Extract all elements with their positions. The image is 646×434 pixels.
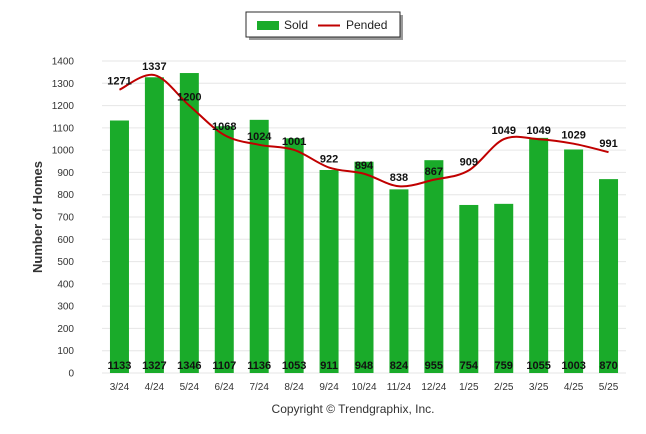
pended-value-label: 838 <box>390 172 408 184</box>
y-tick-label: 900 <box>57 168 74 179</box>
sold-bar <box>214 126 234 373</box>
sold-bar <box>144 77 164 374</box>
legend-sold-label: Sold <box>284 18 308 32</box>
x-tick-label: 8/24 <box>284 382 304 393</box>
x-tick-label: 10/24 <box>351 382 376 393</box>
sold-bar <box>109 120 129 373</box>
x-tick-label: 4/24 <box>145 382 165 393</box>
data-labels: 1133 1327 1346 1107 1136 1053 911 948 824 955 754 7… <box>107 61 617 372</box>
sold-bar <box>564 149 584 373</box>
sold-value-label: 754 <box>460 360 479 372</box>
sold-bar <box>424 160 444 373</box>
sold-bar <box>494 203 514 373</box>
x-tick-label: 3/24 <box>110 382 130 393</box>
axis-ticks: 0 100 200 300 400 500 600 700 800 900 1000 1100 1200… <box>52 57 619 394</box>
sold-value-label: 870 <box>599 360 617 372</box>
sold-bar <box>389 189 409 373</box>
pended-value-label: 1049 <box>491 125 515 137</box>
x-tick-label: 9/24 <box>319 382 339 393</box>
x-tick-label: 5/25 <box>599 382 619 393</box>
y-tick-label: 1100 <box>52 123 74 134</box>
pended-value-label: 991 <box>599 138 617 150</box>
x-tick-label: 2/25 <box>494 382 514 393</box>
pended-line <box>119 73 609 188</box>
y-tick-label: 1000 <box>52 146 75 157</box>
pended-line-series <box>119 73 609 188</box>
sold-value-label: 1055 <box>526 360 550 372</box>
sold-bar <box>319 169 339 373</box>
pended-value-label: 909 <box>460 156 478 168</box>
sold-value-label: 824 <box>390 360 409 372</box>
y-tick-label: 1400 <box>52 57 75 68</box>
pended-value-label: 1049 <box>526 125 550 137</box>
pended-value-label: 1068 <box>212 121 236 133</box>
y-tick-label: 600 <box>57 235 74 246</box>
sold-value-label: 1136 <box>247 360 271 372</box>
sold-bar <box>284 138 304 373</box>
sold-bar <box>599 179 619 373</box>
sold-bar <box>459 204 479 373</box>
x-tick-label: 6/24 <box>215 382 235 393</box>
pended-value-label: 1271 <box>107 76 131 88</box>
pended-value-label: 1029 <box>561 130 585 142</box>
x-tick-label: 1/25 <box>459 382 479 393</box>
pended-value-label: 1200 <box>177 92 201 104</box>
pended-value-label: 1024 <box>247 131 272 143</box>
x-tick-label: 3/25 <box>529 382 549 393</box>
y-tick-label: 1300 <box>52 79 75 90</box>
x-tick-label: 12/24 <box>421 382 446 393</box>
y-tick-label: 100 <box>57 346 74 357</box>
x-tick-label: 4/25 <box>564 382 584 393</box>
pended-value-label: 867 <box>425 166 443 178</box>
sold-bars <box>109 73 619 374</box>
legend: Sold Pended <box>245 11 403 40</box>
y-axis-title: Number of Homes <box>30 161 45 273</box>
y-tick-label: 200 <box>57 324 74 335</box>
legend-pended-label: Pended <box>346 18 387 32</box>
copyright-text: Copyright © Trendgraphix, Inc. <box>272 402 435 416</box>
y-tick-label: 0 <box>68 369 74 380</box>
sold-value-label: 1133 <box>108 360 132 372</box>
y-tick-label: 300 <box>57 302 74 313</box>
pended-value-label: 922 <box>320 154 338 166</box>
sold-bar <box>179 73 199 373</box>
x-tick-label: 7/24 <box>249 382 269 393</box>
sold-value-label: 948 <box>355 360 373 372</box>
sold-value-label: 955 <box>425 360 443 372</box>
pended-value-label: 894 <box>355 160 374 172</box>
sold-bar <box>249 119 269 373</box>
x-tick-label: 5/24 <box>180 382 200 393</box>
pended-value-label: 1337 <box>142 61 166 73</box>
legend-sold-swatch <box>257 21 279 30</box>
y-tick-label: 700 <box>57 213 74 224</box>
sold-value-label: 1003 <box>561 360 585 372</box>
y-tick-label: 400 <box>57 279 74 290</box>
pended-value-label: 1001 <box>282 136 306 148</box>
y-tick-label: 800 <box>57 190 74 201</box>
sold-value-label: 1327 <box>142 360 166 372</box>
sold-value-label: 1346 <box>177 360 201 372</box>
sold-value-label: 759 <box>495 360 513 372</box>
sold-bar <box>354 161 374 373</box>
y-tick-label: 500 <box>57 257 74 268</box>
sold-value-label: 1107 <box>212 360 236 372</box>
y-tick-label: 1200 <box>52 101 75 112</box>
sold-value-label: 1053 <box>282 360 306 372</box>
x-tick-label: 11/24 <box>387 382 412 393</box>
sold-bar <box>529 137 549 373</box>
sold-value-label: 911 <box>320 360 338 372</box>
